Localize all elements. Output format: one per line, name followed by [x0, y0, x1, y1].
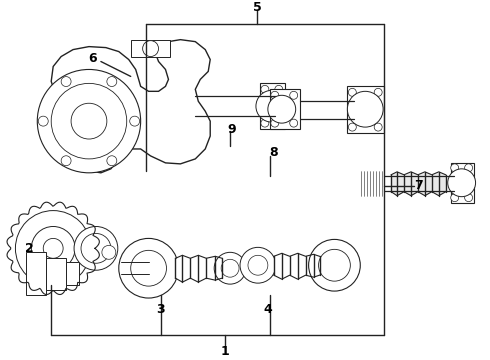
- Circle shape: [43, 238, 63, 258]
- Polygon shape: [51, 40, 210, 173]
- Polygon shape: [451, 163, 473, 203]
- Circle shape: [221, 259, 239, 277]
- Circle shape: [143, 41, 159, 57]
- Text: 5: 5: [252, 1, 261, 14]
- Polygon shape: [131, 40, 171, 57]
- Circle shape: [248, 255, 268, 275]
- Circle shape: [261, 85, 269, 93]
- Circle shape: [275, 85, 283, 93]
- Circle shape: [131, 250, 167, 286]
- Circle shape: [51, 84, 127, 159]
- Polygon shape: [26, 252, 46, 295]
- Text: 8: 8: [270, 147, 278, 159]
- Text: 9: 9: [228, 123, 236, 136]
- Circle shape: [261, 119, 269, 127]
- Circle shape: [271, 91, 279, 99]
- Text: 7: 7: [415, 179, 423, 192]
- Circle shape: [37, 69, 141, 173]
- Circle shape: [451, 194, 459, 202]
- Circle shape: [31, 226, 75, 270]
- Text: 1: 1: [221, 345, 229, 358]
- Circle shape: [347, 91, 383, 127]
- Polygon shape: [270, 89, 300, 129]
- Circle shape: [15, 211, 91, 286]
- Polygon shape: [46, 258, 66, 290]
- Text: 4: 4: [264, 303, 272, 316]
- Circle shape: [102, 246, 116, 259]
- Circle shape: [275, 119, 283, 127]
- Circle shape: [107, 156, 117, 166]
- Circle shape: [465, 194, 472, 202]
- Text: 3: 3: [156, 303, 165, 316]
- Circle shape: [107, 77, 117, 86]
- Circle shape: [38, 116, 48, 126]
- Polygon shape: [347, 86, 384, 133]
- Circle shape: [374, 88, 382, 96]
- Circle shape: [309, 239, 360, 291]
- Circle shape: [214, 252, 246, 284]
- Circle shape: [348, 123, 356, 131]
- Circle shape: [451, 164, 459, 172]
- Circle shape: [448, 169, 476, 197]
- Circle shape: [119, 238, 178, 298]
- Circle shape: [71, 103, 107, 139]
- Circle shape: [268, 95, 295, 123]
- Circle shape: [465, 164, 472, 172]
- Circle shape: [374, 123, 382, 131]
- Circle shape: [240, 247, 276, 283]
- Circle shape: [290, 91, 297, 99]
- Text: 2: 2: [25, 242, 34, 255]
- Circle shape: [256, 90, 288, 122]
- Polygon shape: [66, 262, 79, 285]
- Circle shape: [271, 119, 279, 127]
- Circle shape: [130, 116, 140, 126]
- Circle shape: [81, 233, 111, 263]
- Circle shape: [348, 88, 356, 96]
- Circle shape: [61, 77, 71, 86]
- Circle shape: [61, 156, 71, 166]
- Polygon shape: [260, 84, 285, 129]
- Circle shape: [290, 119, 297, 127]
- Circle shape: [318, 249, 350, 281]
- Circle shape: [74, 226, 118, 270]
- Text: 6: 6: [89, 52, 97, 65]
